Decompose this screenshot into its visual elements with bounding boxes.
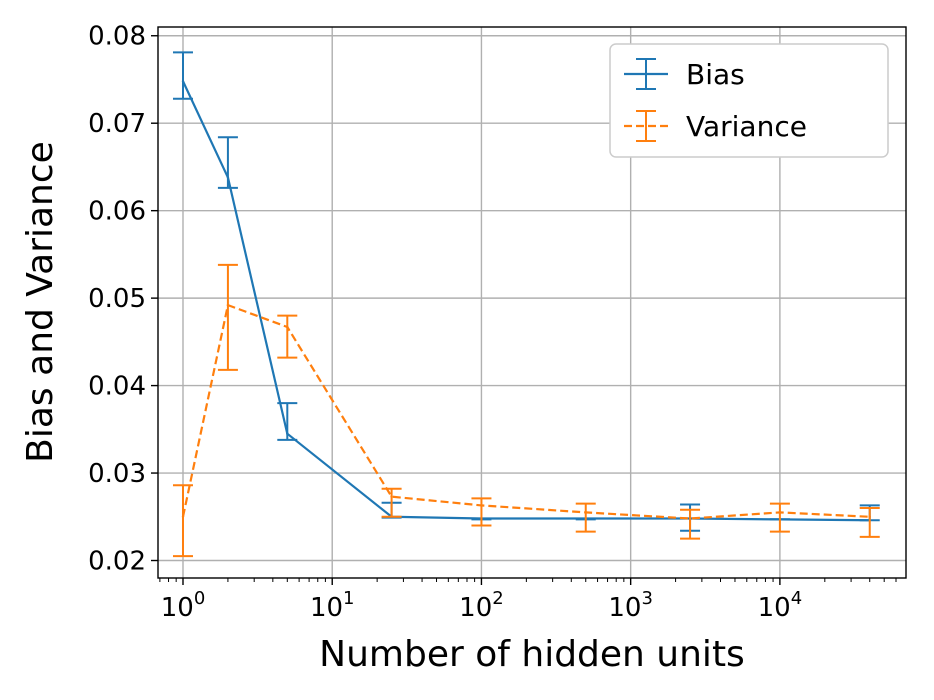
x-tick-label: 104 [758, 588, 803, 623]
error-bar [172, 51, 193, 100]
legend-box [609, 43, 889, 158]
legend-label: Variance [686, 110, 807, 143]
data-point [286, 325, 289, 329]
major-ticks-layer [151, 35, 781, 585]
data-point [868, 515, 871, 518]
data-point [584, 511, 587, 514]
data-point [226, 176, 230, 179]
legend-item-variance: Variance [624, 110, 807, 143]
legend-item-bias: Bias [624, 58, 745, 91]
y-tick-label: 0.06 [88, 197, 146, 227]
x-tick-label: 102 [459, 588, 504, 623]
y-axis-label: Bias and Variance [20, 141, 61, 463]
plot-frame [157, 26, 907, 579]
minor-ticks-layer [159, 578, 897, 582]
data-point [688, 517, 692, 520]
series-variance [172, 263, 880, 558]
y-tick-labels: 0.02 0.03 0.04 0.05 0.06 0.07 0.08 [88, 22, 146, 577]
error-bar [217, 263, 238, 371]
x-tick-label: 103 [608, 588, 653, 623]
series-layer [172, 51, 880, 558]
error-bar [471, 497, 492, 527]
data-point [480, 504, 483, 507]
legend-items: Bias Variance [624, 58, 807, 143]
data-point [181, 515, 185, 518]
data-point [226, 303, 230, 307]
y-tick-label: 0.07 [88, 109, 146, 139]
error-bar [381, 487, 402, 518]
x-tick-label: 100 [161, 588, 206, 623]
error-bar [769, 502, 790, 533]
legend-label: Bias [686, 58, 745, 91]
x-axis-label: Number of hidden units [319, 634, 745, 675]
data-point [286, 432, 289, 435]
data-point [778, 511, 782, 514]
y-tick-label: 0.05 [88, 284, 146, 314]
error-bar [575, 502, 596, 533]
y-tick-label: 0.04 [88, 372, 146, 402]
data-point [181, 80, 185, 83]
x-tick-label: 101 [310, 588, 355, 623]
legend: Bias Variance [609, 43, 889, 158]
error-bar [277, 402, 298, 441]
y-tick-label: 0.08 [88, 22, 146, 52]
error-bar [859, 507, 880, 538]
x-tick-labels: 100 101 102 103 104 [161, 588, 802, 623]
data-point [390, 495, 393, 498]
error-bar [277, 314, 298, 359]
error-bar [217, 136, 238, 189]
error-bar [680, 508, 701, 540]
y-tick-label: 0.02 [88, 547, 146, 577]
y-tick-label: 0.03 [88, 459, 146, 489]
error-bar [172, 484, 193, 558]
